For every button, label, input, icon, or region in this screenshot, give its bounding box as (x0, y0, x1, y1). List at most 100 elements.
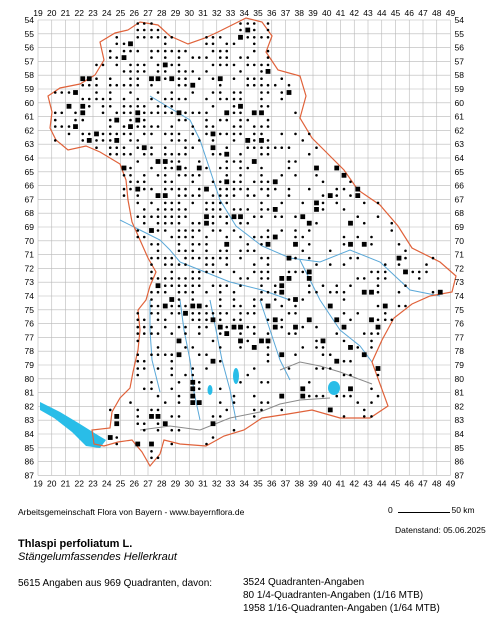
sixteenth-dot (280, 215, 284, 218)
quadrant-square (210, 131, 216, 137)
sixteenth-dot (376, 277, 380, 280)
quadrant-square (348, 386, 353, 392)
sixteenth-dot (142, 215, 146, 218)
sixteenth-dot (239, 180, 242, 184)
sixteenth-dot (129, 132, 132, 136)
occurrence-dots (53, 22, 443, 460)
quadrant-square (224, 151, 230, 157)
sixteenth-dot (431, 256, 435, 260)
sixteenth-dot (136, 125, 140, 128)
x-label-top: 28 (157, 8, 167, 18)
sixteenth-dot (218, 304, 222, 308)
x-label-bottom: 27 (143, 478, 153, 488)
sixteenth-dot (218, 312, 222, 315)
sixteenth-dot (150, 111, 153, 115)
sixteenth-dot (129, 401, 132, 404)
sixteenth-dot (197, 160, 201, 163)
quadrant-square (149, 76, 154, 82)
sixteenth-dot (177, 56, 181, 59)
y-label-right: 85 (455, 443, 465, 453)
quadrant-square (80, 76, 86, 82)
sixteenth-dot (252, 215, 256, 218)
sixteenth-dot (95, 97, 98, 101)
sixteenth-dot (136, 215, 140, 218)
quadrant-square (149, 441, 154, 447)
sixteenth-dot (260, 91, 263, 94)
sixteenth-dot (273, 215, 277, 218)
sixteenth-dot (232, 194, 236, 197)
sixteenth-dot (342, 290, 346, 294)
sixteenth-dot (122, 111, 126, 115)
sixteenth-dot (177, 208, 181, 211)
sixteenth-dot (108, 83, 112, 87)
sixteenth-dot (101, 97, 105, 101)
sixteenth-dot (177, 187, 181, 191)
sixteenth-dot (239, 160, 242, 163)
x-label-bottom: 44 (377, 478, 387, 488)
sixteenth-dot (252, 249, 256, 253)
quadrant-square (162, 303, 168, 309)
sixteenth-dot (150, 132, 153, 136)
sixteenth-dot (81, 132, 85, 136)
sixteenth-dot (301, 235, 305, 239)
sixteenth-dot (260, 215, 263, 218)
sixteenth-dot (287, 270, 291, 274)
sixteenth-dot (163, 284, 167, 288)
sixteenth-dot (266, 270, 270, 274)
sixteenth-dot (252, 263, 256, 266)
sixteenth-dot (142, 63, 146, 67)
quadrant-square (369, 317, 374, 323)
sixteenth-dot (136, 22, 140, 25)
sixteenth-dot (280, 408, 284, 412)
sixteenth-dot (177, 160, 181, 163)
sixteenth-dot (136, 28, 140, 32)
sixteenth-dot (307, 381, 311, 384)
sixteenth-dot (122, 194, 126, 197)
x-label-top: 29 (171, 8, 181, 18)
sixteenth-dot (287, 146, 291, 149)
sixteenth-dot (252, 304, 256, 308)
sixteenth-dot (260, 63, 263, 67)
y-label-left: 83 (25, 415, 35, 425)
sixteenth-dot (315, 367, 318, 370)
quadrant-square (306, 269, 312, 275)
sixteenth-dot (225, 174, 229, 177)
sixteenth-dot (156, 304, 160, 308)
quadrant-square (169, 297, 175, 302)
quadrant-square (327, 303, 333, 309)
sixteenth-dot (115, 111, 119, 115)
sixteenth-dot (232, 111, 236, 115)
sixteenth-dot (184, 235, 187, 239)
sixteenth-dot (60, 125, 64, 128)
quadrant-square (128, 41, 133, 47)
sixteenth-dot (218, 401, 222, 404)
y-label-right: 60 (455, 98, 465, 108)
sixteenth-dot (150, 97, 153, 101)
sixteenth-dot (129, 174, 132, 177)
quadrant-square (334, 358, 340, 364)
sixteenth-dot (150, 456, 153, 460)
sixteenth-dot (163, 325, 167, 329)
sixteenth-dot (163, 180, 167, 184)
sixteenth-dot (239, 304, 242, 308)
y-label-left: 85 (25, 443, 35, 453)
sixteenth-dot (142, 221, 146, 225)
x-label-bottom: 45 (391, 478, 401, 488)
sixteenth-dot (170, 111, 174, 115)
quadrant-square (259, 138, 264, 143)
sixteenth-dot (246, 339, 250, 343)
sixteenth-dot (87, 97, 91, 101)
sixteenth-dot (252, 415, 256, 418)
x-label-bottom: 46 (405, 478, 415, 488)
sixteenth-dot (163, 229, 167, 232)
x-label-top: 41 (336, 8, 346, 18)
sixteenth-dot (211, 180, 215, 184)
sixteenth-dot (225, 160, 229, 163)
sixteenth-dot (150, 187, 153, 191)
sixteenth-dot (232, 180, 236, 184)
sixteenth-dot (150, 256, 153, 260)
sixteenth-dot (115, 36, 119, 39)
x-label-bottom: 38 (295, 478, 305, 488)
sixteenth-dot (191, 194, 195, 197)
sixteenth-dot (260, 77, 263, 80)
